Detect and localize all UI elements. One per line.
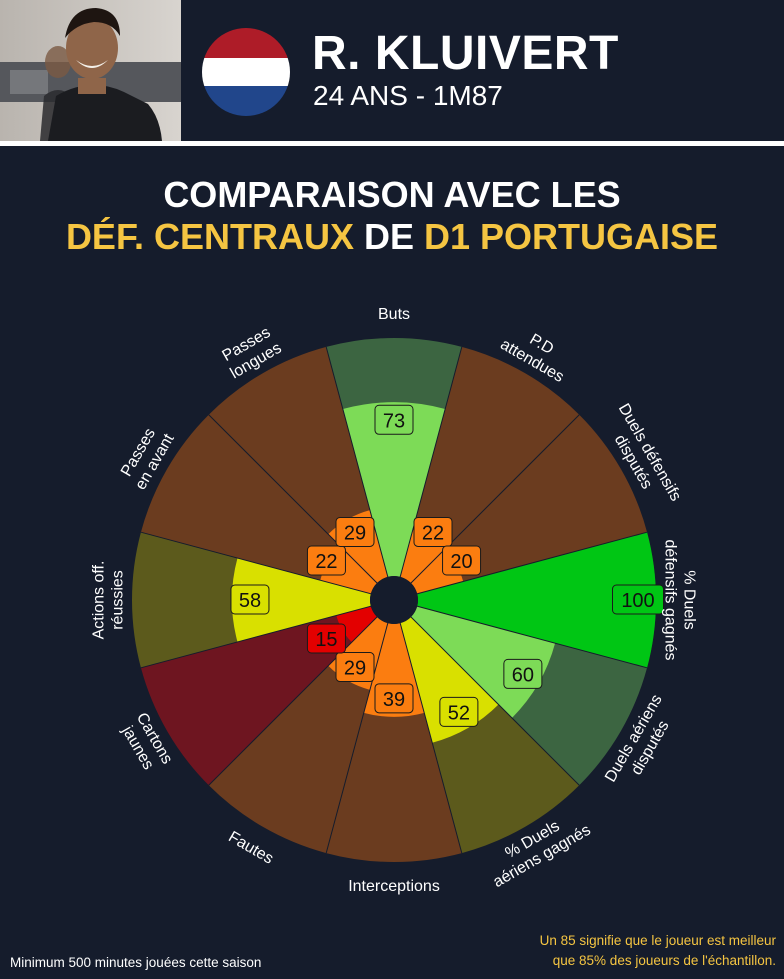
player-info: 24 ANS - 1M87: [313, 80, 503, 111]
radar-sector-divider: [208, 414, 395, 601]
percentile-explanation-line1: Un 85 signifie que le joueur est meilleu…: [539, 933, 776, 948]
axis-label: Actions off. réussies: [91, 561, 127, 640]
value-label-box: [503, 658, 543, 689]
value-label-box: [230, 584, 270, 615]
value-label: 100: [612, 584, 664, 615]
value-label-text: 60: [512, 664, 534, 686]
percentile-explanation: Un 85 signifie que le joueur est meilleu…: [540, 931, 776, 971]
title-league: D1 PORTUGAISE: [424, 216, 719, 257]
value-label: 52: [439, 696, 479, 727]
percentile-explanation-line2: que 85% des joueurs de l'échantillon.: [552, 953, 776, 968]
value-label-box: [413, 516, 453, 547]
axis-label: Buts: [378, 306, 410, 323]
value-label-box: [374, 683, 414, 714]
flag-white-stripe: [202, 58, 290, 86]
radar-sector-divider: [393, 599, 648, 669]
value-label-box: [335, 516, 375, 547]
value-label: 58: [230, 584, 270, 615]
value-label-box: [306, 623, 346, 654]
radar-value-bar: [231, 558, 371, 642]
value-label-text: 29: [344, 658, 366, 680]
radar-sector-background: [326, 623, 462, 862]
radar-value-bar: [336, 606, 378, 643]
value-label-box: [612, 584, 664, 615]
value-label-text: 15: [315, 629, 337, 651]
value-label-box: [335, 652, 375, 683]
value-label: 60: [503, 658, 543, 689]
value-label-text: 22: [315, 551, 337, 573]
value-label: 29: [335, 652, 375, 683]
axis-label: Fautes: [225, 829, 276, 868]
header-divider: [0, 141, 784, 146]
value-label-text: 22: [422, 522, 444, 544]
radar-center-hole: [370, 576, 418, 624]
value-label-box: [374, 404, 414, 435]
radar-value-bar: [342, 402, 446, 577]
title-connector: DE: [363, 216, 414, 257]
radar-sector-divider: [140, 531, 395, 601]
radar-sector-divider: [393, 346, 463, 601]
value-label-box: [442, 545, 482, 576]
chart-title-line2: DÉF. CENTRAUX DE D1 PORTUGAISE: [0, 216, 784, 258]
radar-sector-divider: [393, 414, 580, 601]
radar-sector-divider: [393, 531, 648, 601]
value-label-text: 20: [450, 551, 472, 573]
value-label-text: 100: [621, 590, 654, 612]
title-position: DÉF. CENTRAUX: [65, 216, 354, 257]
radar-sector-divider: [140, 599, 395, 669]
chart-title-line1: COMPARAISON AVEC LES: [163, 174, 621, 215]
radar-sector-divider: [208, 599, 395, 786]
value-label: 29: [335, 516, 375, 547]
value-label-box: [306, 545, 346, 576]
player-photo: [0, 0, 181, 141]
radar-sector-divider: [393, 599, 580, 786]
value-label: 20: [442, 545, 482, 576]
header: R. KLUIVERT 24 ANS - 1M87: [0, 0, 784, 141]
value-label-text: 73: [383, 410, 405, 432]
radar-sector-divider: [325, 599, 395, 854]
value-label: 15: [306, 623, 346, 654]
radar-sector-divider: [325, 346, 395, 601]
value-label: 73: [374, 404, 414, 435]
axis-label: % Duelsdéfensifs gagnés: [662, 540, 698, 661]
axis-label: Interceptions: [348, 878, 440, 895]
value-label: 39: [374, 683, 414, 714]
value-label-text: 39: [383, 689, 405, 711]
radar-sector-divider: [393, 599, 463, 854]
radar-value-bar: [417, 532, 656, 668]
footer-note: Minimum 500 minutes jouées cette saison: [10, 955, 262, 970]
value-label-box: [439, 696, 479, 727]
value-label-text: 58: [239, 590, 261, 612]
value-label-text: 29: [344, 522, 366, 544]
value-label: 22: [306, 545, 346, 576]
value-label: 22: [413, 516, 453, 547]
value-label-text: 52: [448, 702, 470, 724]
player-name: R. KLUIVERT: [312, 27, 619, 80]
radar-value-bar: [410, 606, 556, 718]
